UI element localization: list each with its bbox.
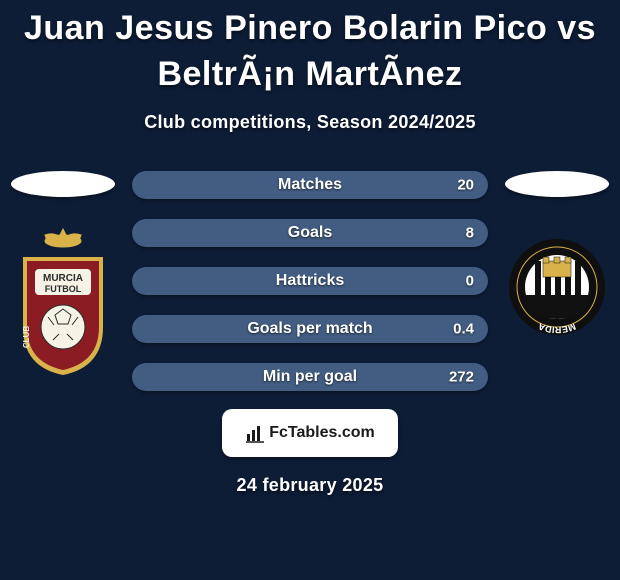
site-badge: FcTables.com (222, 409, 398, 457)
subtitle: Club competitions, Season 2024/2025 (0, 112, 620, 133)
stat-bar: Goals 8 (132, 219, 488, 247)
stat-label: Goals per match (247, 320, 372, 338)
player-oval-right (505, 171, 609, 197)
stat-bar: Goals per match 0.4 (132, 315, 488, 343)
player-oval-left (11, 171, 115, 197)
stat-value: 8 (466, 224, 474, 241)
stat-bar: Matches 20 (132, 171, 488, 199)
shield-icon: MURCIA FUTBOL CLUB (13, 227, 113, 377)
body-area: MURCIA FUTBOL CLUB Matches 20 Goals 8 (0, 171, 620, 391)
date-text: 24 february 2025 (0, 475, 620, 496)
stat-label: Matches (278, 176, 342, 194)
round-crest-icon: MERIDA (507, 237, 607, 337)
svg-text:CLUB: CLUB (22, 325, 31, 347)
comparison-infographic: Juan Jesus Pinero Bolarin Pico vs BeltrÃ… (0, 0, 620, 580)
stat-value: 0 (466, 272, 474, 289)
page-title: Juan Jesus Pinero Bolarin Pico vs BeltrÃ… (0, 0, 620, 98)
svg-text:FUTBOL: FUTBOL (45, 284, 82, 294)
barchart-icon (245, 423, 265, 443)
stat-label: Min per goal (263, 368, 357, 386)
stat-value: 20 (457, 176, 474, 193)
stat-label: Hattricks (276, 272, 344, 290)
stat-bar: Hattricks 0 (132, 267, 488, 295)
stat-value: 272 (449, 368, 474, 385)
stat-bar: Min per goal 272 (132, 363, 488, 391)
club-crest-right: MERIDA (507, 237, 607, 337)
club-crest-left: MURCIA FUTBOL CLUB (13, 227, 113, 377)
left-side: MURCIA FUTBOL CLUB (8, 171, 118, 377)
stat-label: Goals (288, 224, 332, 242)
site-name: FcTables.com (269, 424, 375, 442)
right-side: MERIDA (502, 171, 612, 337)
stat-value: 0.4 (453, 320, 474, 337)
svg-text:MURCIA: MURCIA (43, 273, 83, 284)
stats-bars: Matches 20 Goals 8 Hattricks 0 Goals per… (118, 171, 502, 391)
